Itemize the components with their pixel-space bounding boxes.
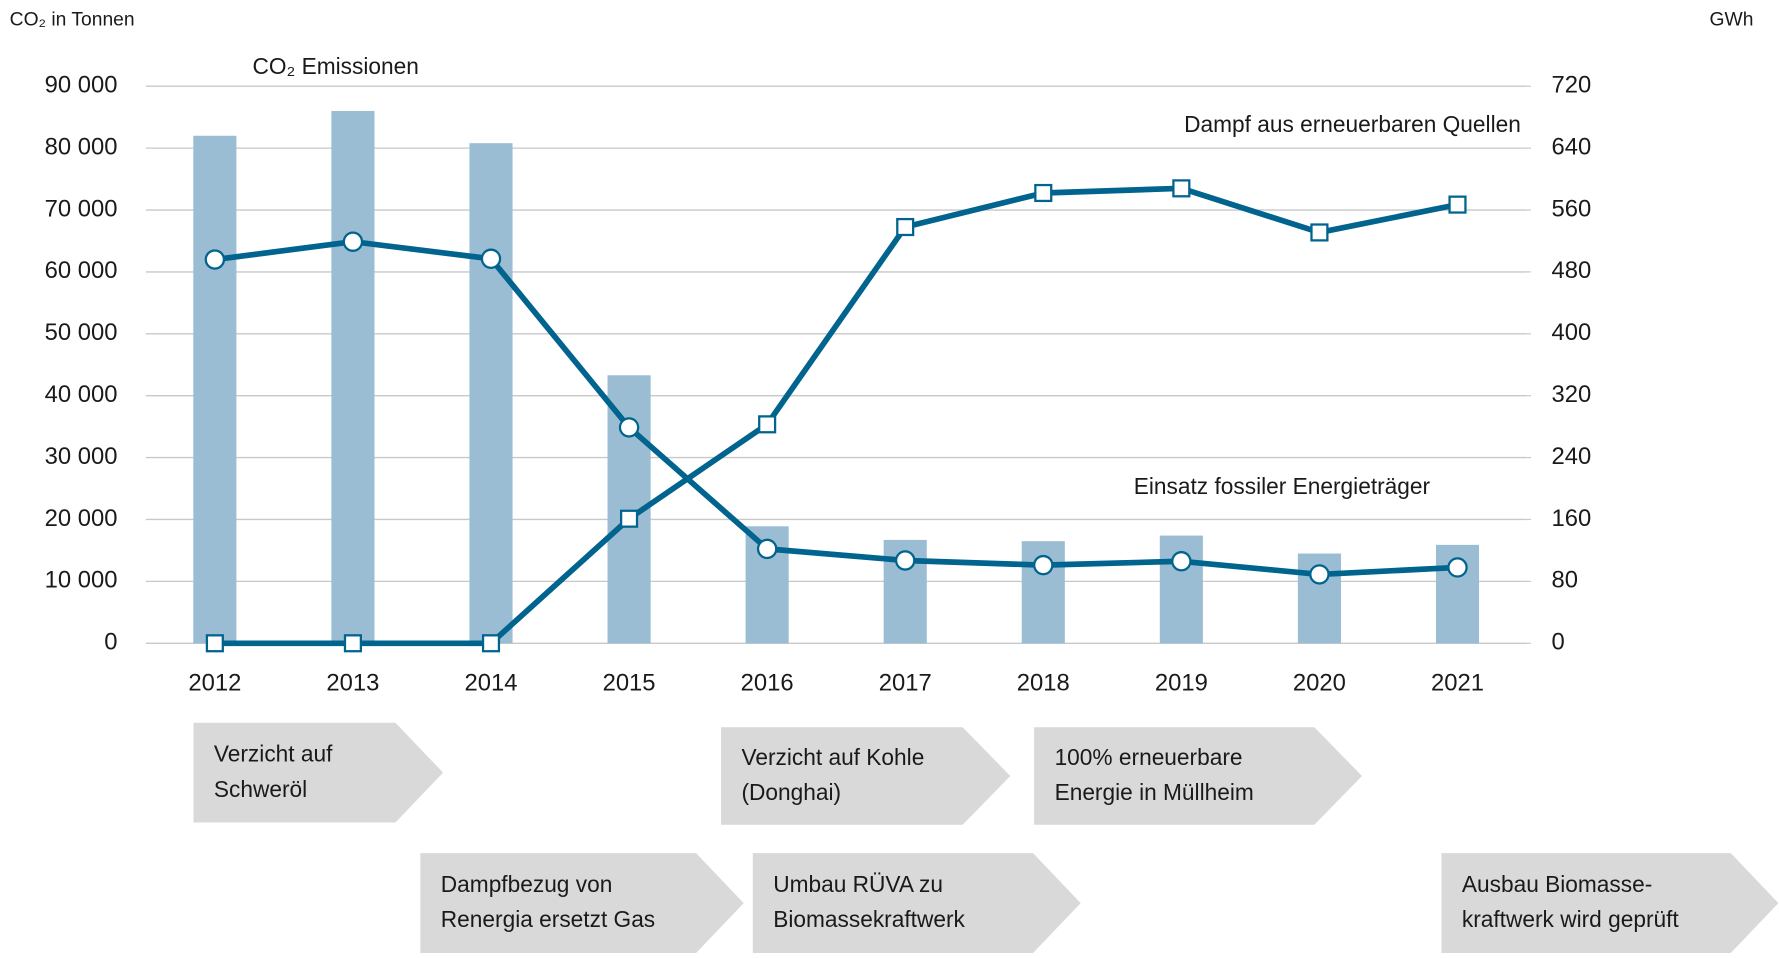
marker [758, 415, 777, 434]
annotation-arrow [193, 722, 444, 823]
annotation-text: Schweröl [214, 776, 307, 802]
marker [1448, 195, 1467, 214]
marker [480, 248, 502, 269]
x-tick-label: 2016 [741, 669, 794, 696]
y-tick-label: 20 000 [45, 505, 118, 532]
y2-tick-label: 160 [1551, 505, 1591, 532]
annotation-arrow [420, 853, 744, 953]
marker [1309, 564, 1330, 585]
y-tick-label: 0 [104, 629, 117, 656]
y-tick-label: 50 000 [45, 319, 118, 346]
annotation-text: Energie in Müllheim [1055, 779, 1254, 805]
annotation-arrow [752, 853, 1081, 953]
marker [342, 231, 364, 252]
y2-tick-label: 720 [1551, 72, 1591, 99]
x-tick-label: 2015 [603, 669, 656, 696]
y-tick-label: 30 000 [45, 443, 118, 470]
y-tick-label: 60 000 [45, 257, 118, 284]
series-label: Dampf aus erneuerbaren Quellen [1184, 111, 1521, 137]
marker [895, 550, 916, 571]
annotation-arrow [721, 727, 1011, 825]
bar [331, 110, 375, 644]
x-tick-label: 2013 [326, 669, 379, 696]
x-tick-label: 2021 [1431, 669, 1484, 696]
annotation-text: Verzicht auf [214, 741, 333, 767]
annotation-text: Dampfbezug von [441, 871, 613, 897]
marker [204, 249, 226, 270]
annotation-text: 100% erneuerbare [1055, 744, 1243, 770]
marker [1033, 554, 1054, 576]
annotation-text: Ausbau Biomasse- [1462, 871, 1652, 897]
x-tick-label: 2014 [465, 669, 518, 696]
marker [481, 634, 501, 653]
annotation-text: kraftwerk wird geprüft [1462, 906, 1680, 932]
y2-tick-label: 80 [1551, 567, 1578, 594]
y-axis-label: CO₂ in Tonnen [10, 10, 135, 31]
x-tick-label: 2018 [1017, 669, 1070, 696]
y2-axis-label: GWh [1710, 10, 1754, 31]
annotation-text: Biomassekraftwerk [773, 906, 965, 932]
marker [618, 417, 640, 438]
y2-tick-label: 560 [1551, 195, 1591, 222]
line [214, 238, 1458, 578]
series-label: CO₂ Emissionen [252, 53, 418, 79]
annotation-arrow [1034, 727, 1363, 825]
x-tick-label: 2020 [1293, 669, 1346, 696]
marker [1171, 551, 1192, 572]
marker [1310, 223, 1329, 242]
y2-tick-label: 480 [1551, 257, 1591, 284]
annotation-text: Verzicht auf Kohle [741, 744, 924, 770]
y-tick-label: 90 000 [45, 72, 118, 99]
y2-tick-label: 320 [1551, 381, 1591, 408]
series-label: Einsatz fossiler Energieträger [1134, 473, 1431, 499]
marker [205, 634, 224, 653]
y-tick-label: 10 000 [45, 567, 118, 594]
marker [1172, 179, 1191, 198]
y2-tick-label: 240 [1551, 443, 1591, 470]
marker [343, 634, 363, 653]
annotation-text: (Donghai) [741, 779, 841, 805]
x-tick-label: 2012 [188, 669, 241, 696]
y2-tick-label: 640 [1551, 133, 1591, 160]
annotation-arrow [1441, 853, 1779, 953]
x-tick-label: 2017 [879, 669, 932, 696]
marker [756, 538, 778, 560]
y2-tick-label: 400 [1551, 319, 1591, 346]
y-tick-label: 70 000 [45, 195, 118, 222]
marker [1034, 183, 1053, 203]
bar [469, 143, 513, 644]
bar [193, 135, 237, 644]
y-tick-label: 80 000 [45, 133, 118, 160]
line [214, 185, 1459, 647]
y2-tick-label: 0 [1551, 629, 1564, 656]
x-tick-label: 2019 [1155, 669, 1208, 696]
marker [619, 509, 639, 528]
marker [896, 217, 915, 237]
marker [1447, 557, 1468, 578]
y-tick-label: 40 000 [45, 381, 118, 408]
annotation-text: Umbau RÜVA zu [773, 871, 943, 897]
annotation-text: Renergia ersetzt Gas [441, 906, 655, 932]
